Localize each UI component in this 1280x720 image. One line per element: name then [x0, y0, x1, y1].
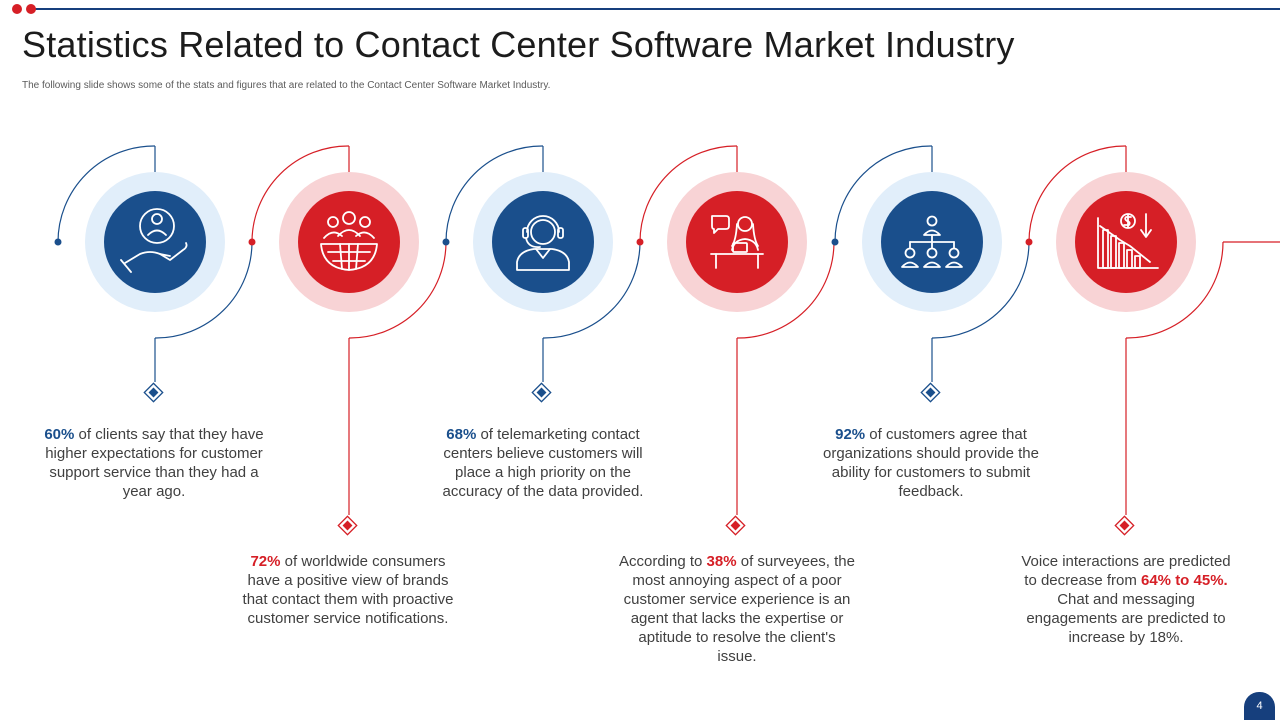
stat-text-3: 68% of telemarketing contact centers bel… — [433, 425, 653, 501]
stat-highlight: 60% — [44, 426, 75, 443]
diamond-marker-inner — [925, 387, 936, 398]
icon-disc — [1075, 191, 1177, 293]
diamond-marker-inner — [148, 387, 159, 398]
connector-dot — [1025, 238, 1033, 246]
header-dot — [12, 4, 22, 14]
connector-arc — [251, 145, 350, 243]
connector-dot — [636, 238, 644, 246]
diagram-step-4 — [636, 145, 835, 536]
diagram-step-1 — [54, 145, 253, 403]
stat-text-5: 92% of customers agree that organization… — [821, 425, 1041, 501]
diagram-step-6 — [1025, 145, 1280, 536]
stat-highlight: 92% — [835, 426, 866, 443]
diamond-marker-inner — [1119, 520, 1130, 531]
connector-dot — [54, 238, 62, 246]
diamond-marker-inner — [730, 520, 741, 531]
page-subtitle: The following slide shows some of the st… — [22, 80, 551, 91]
connector-arc — [1125, 241, 1224, 339]
global-consumers-icon — [320, 211, 378, 271]
connector-arc — [542, 241, 641, 339]
headset-agent-icon — [516, 215, 570, 271]
connector-dot — [442, 238, 450, 246]
diagram-step-3 — [442, 145, 641, 403]
page-title: Statistics Related to Contact Center Sof… — [22, 24, 1015, 65]
hand-holding-person-icon — [120, 208, 188, 273]
connector-arc — [1028, 145, 1127, 243]
connector-arc — [639, 145, 738, 243]
stat-highlight: 38% — [706, 553, 737, 570]
page-number-badge: 4 — [1244, 692, 1275, 720]
icon-disc — [298, 191, 400, 293]
connector-arc — [348, 241, 447, 339]
stat-body: of worldwide consumers have a positive v… — [242, 553, 454, 627]
diagram-step-5 — [831, 145, 1030, 403]
stat-body: of surveyees, the most annoying aspect o… — [623, 553, 855, 665]
connector-arc — [931, 241, 1030, 339]
connector-arc — [736, 241, 835, 339]
connector-arc — [834, 145, 933, 243]
stat-intro: According to — [619, 553, 707, 570]
stat-body: of telemarketing contact centers believe… — [442, 426, 644, 500]
header-dot — [26, 4, 36, 14]
connector-dot — [248, 238, 256, 246]
organization-chart-icon — [901, 215, 963, 268]
connector-arc — [57, 145, 156, 243]
diagram-step-2 — [248, 145, 447, 536]
declining-chart-icon — [1097, 213, 1159, 269]
icon-disc — [492, 191, 594, 293]
stat-highlight: 68% — [446, 426, 477, 443]
stat-intro: Voice interactions are predicted to decr… — [1021, 553, 1231, 589]
stat-text-6: Voice interactions are predicted to decr… — [1016, 552, 1236, 647]
header-rule — [32, 8, 1280, 10]
stat-text-2: 72% of worldwide consumers have a positi… — [238, 552, 458, 628]
stat-body: of customers agree that organizations sh… — [823, 426, 1039, 500]
stat-highlight: 72% — [250, 553, 281, 570]
stat-highlight: 64% to 45%. — [1141, 572, 1228, 589]
stat-body: Chat and messaging engagements are predi… — [1026, 591, 1226, 646]
stat-text-4: According to 38% of surveyees, the most … — [617, 552, 857, 666]
agent-at-desk-icon — [710, 215, 764, 269]
diamond-marker-inner — [342, 520, 353, 531]
connector-arc — [445, 145, 544, 243]
stat-body: of clients say that they have higher exp… — [45, 426, 264, 500]
connector-dot — [831, 238, 839, 246]
diamond-marker-inner — [536, 387, 547, 398]
stat-text-1: 60% of clients say that they have higher… — [44, 425, 264, 501]
connector-arc — [154, 241, 253, 339]
